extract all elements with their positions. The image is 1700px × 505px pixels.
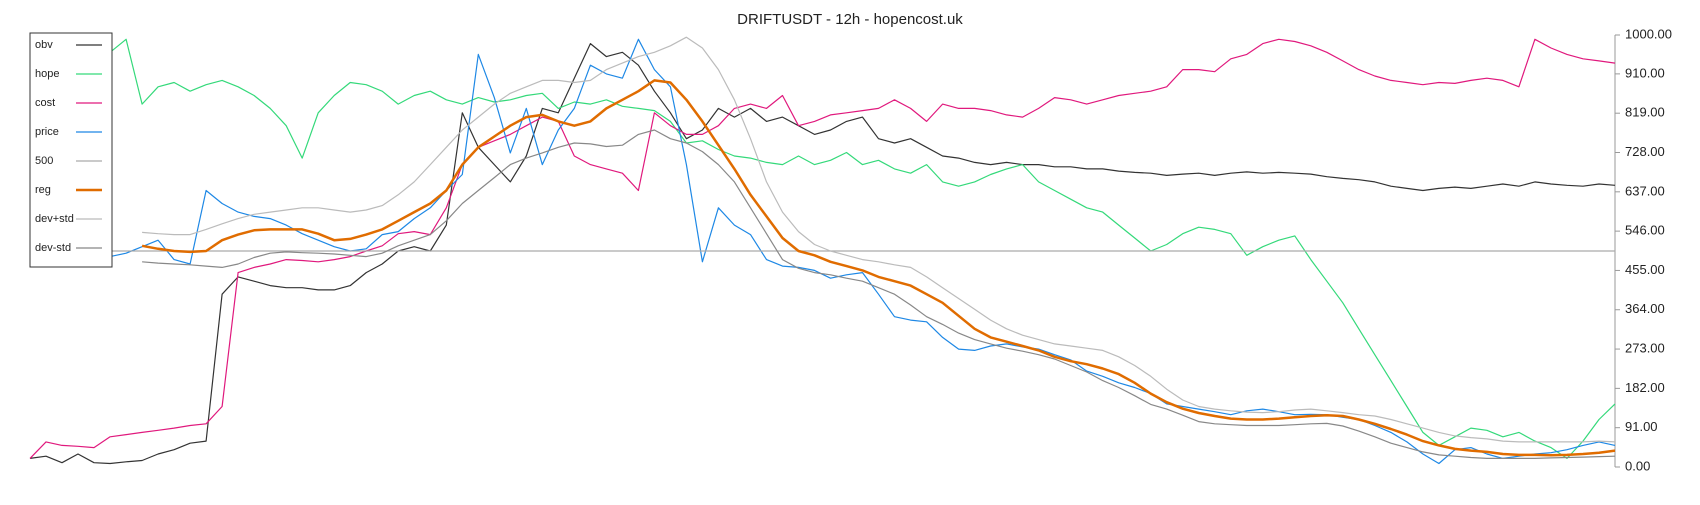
legend-box [29, 32, 113, 268]
legend-label: reg [35, 184, 51, 196]
y-tick-label: 455.00 [1625, 262, 1665, 277]
y-tick-label: 819.00 [1625, 105, 1665, 120]
chart-title: DRIFTUSDT - 12h - hopencost.uk [737, 11, 963, 28]
series-line [29, 38, 1616, 459]
legend-label: dev-std [35, 242, 71, 254]
y-tick-label: 546.00 [1625, 223, 1665, 238]
legend-label: dev+std [35, 213, 74, 225]
y-tick-label: 1000.00 [1625, 26, 1672, 41]
legend-label: cost [35, 97, 55, 109]
y-tick-label: 182.00 [1625, 380, 1665, 395]
series-line [141, 79, 1616, 457]
plot-area [29, 36, 1616, 465]
legend-label: price [35, 126, 59, 138]
legend-label: obv [35, 39, 53, 51]
series-line [29, 38, 1616, 459]
y-tick-label: 637.00 [1625, 183, 1665, 198]
y-tick-label: 728.00 [1625, 144, 1665, 159]
y-tick-label: 364.00 [1625, 301, 1665, 316]
legend-label: hope [35, 68, 59, 80]
y-tick-label: 91.00 [1625, 419, 1658, 434]
series-line [142, 129, 1616, 459]
series-line [142, 36, 1616, 443]
series-line [29, 43, 1616, 465]
y-tick-label: 910.00 [1625, 65, 1665, 80]
legend-label: 500 [35, 155, 53, 167]
y-tick-label: 0.00 [1625, 458, 1650, 473]
legend: obv hope cost price 500 reg dev+std dev-std [29, 32, 113, 268]
y-tick-label: 273.00 [1625, 341, 1665, 356]
